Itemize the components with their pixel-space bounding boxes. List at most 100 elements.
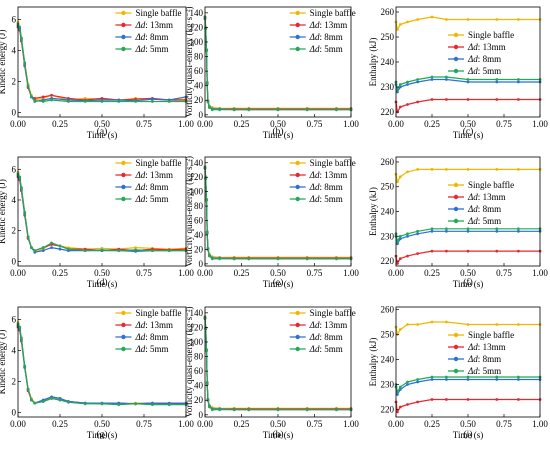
legend-colon: :	[478, 42, 483, 52]
data-point	[495, 378, 499, 381]
data-point	[247, 257, 251, 261]
y-tick-label: 4	[12, 345, 17, 355]
x-tick-label: 0.25	[234, 119, 250, 129]
y-tick-label: 80	[194, 52, 204, 62]
data-point	[517, 227, 520, 231]
y-tick-label: 240	[381, 57, 395, 67]
data-point	[445, 378, 448, 381]
legend-marker-4	[121, 196, 126, 202]
legend-label-3: Δd: 8mm	[467, 354, 501, 364]
data-point	[396, 393, 399, 396]
series-line-4	[17, 173, 186, 252]
data-point	[210, 408, 214, 412]
legend-prefix: Δd	[134, 320, 145, 330]
y-tick-label: 220	[381, 256, 395, 266]
y-tick-label: 80	[194, 352, 204, 362]
data-point	[41, 95, 45, 99]
chart-panel-g: 0.00 0.25 0.50 0.75 1.00 0 2 4 6 Time (s) Kinetic …	[0, 306, 194, 440]
data-point	[495, 323, 499, 326]
legend-prefix: Δd	[467, 66, 478, 76]
data-point	[517, 249, 520, 253]
data-point	[430, 229, 434, 233]
legend-name: Single baffle	[310, 8, 356, 18]
y-axis-label: Vorticity quasi-energy (kg·s⁻²)	[184, 156, 194, 267]
legend-prefix: Δd	[309, 20, 320, 30]
series-line-4	[17, 323, 186, 406]
x-axis-label: Time (s)	[87, 279, 117, 289]
legend-colon: :	[145, 20, 150, 30]
legend-marker-2	[295, 322, 300, 328]
legend-label-2: Δd: 13mm	[309, 20, 348, 30]
data-point	[151, 403, 154, 406]
y-tick-label: 60	[194, 66, 204, 76]
legend-name: 5mm	[150, 344, 169, 354]
x-axis-label: Time (s)	[263, 430, 293, 440]
legend-prefix: Δd	[134, 344, 145, 354]
data-point	[398, 405, 402, 409]
data-point	[406, 232, 409, 236]
x-tick-label: 0.25	[424, 119, 440, 129]
data-point	[232, 257, 236, 261]
data-point	[41, 400, 45, 403]
legend-prefix: Δd	[467, 192, 478, 202]
data-point	[218, 108, 222, 112]
data-point	[466, 323, 470, 326]
x-tick-label: 0.50	[270, 268, 286, 278]
data-point	[466, 249, 470, 253]
data-point	[430, 378, 434, 381]
legend-name: 8mm	[150, 32, 169, 42]
data-point	[430, 249, 434, 253]
legend-name: 5mm	[324, 194, 343, 204]
x-tick-label: 0.00	[10, 119, 26, 129]
legend-colon: :	[145, 320, 150, 330]
data-point	[396, 28, 399, 31]
legend-marker-3	[453, 356, 459, 362]
x-axis-label: Time (s)	[263, 279, 293, 289]
y-tick-label: 6	[12, 14, 17, 24]
x-tick-label: 1.00	[343, 119, 359, 129]
x-axis-label: Time (s)	[87, 130, 117, 140]
y-tick-label: 2	[12, 76, 17, 86]
data-point	[218, 257, 222, 261]
data-point	[41, 249, 45, 253]
data-point	[18, 175, 22, 179]
legend-prefix: Δd	[134, 20, 145, 30]
legend-label-4: Δd: 5mm	[309, 194, 343, 204]
chart-panel-c: 0.00 0.25 0.50 0.75 1.00 220 230 240 250 260 Time …	[368, 6, 548, 140]
x-tick-label: 0.00	[388, 119, 404, 129]
legend-label-1: Single baffle	[468, 330, 514, 340]
x-tick-label: 1.00	[343, 419, 359, 429]
x-tick-label: 0.75	[136, 419, 152, 429]
panel-caption: (b)	[272, 126, 283, 137]
data-point	[305, 408, 309, 412]
data-point	[50, 241, 53, 245]
x-tick-label: 1.00	[532, 119, 548, 129]
data-point	[67, 400, 70, 404]
legend-marker-1	[295, 10, 300, 16]
y-tick-label: 120	[190, 22, 204, 32]
legend-label-3: Δd: 8mm	[467, 54, 501, 64]
data-point	[406, 170, 409, 174]
data-point	[396, 410, 399, 414]
data-point	[232, 108, 236, 112]
legend-name: 13mm	[150, 20, 173, 30]
series-line-1	[204, 166, 351, 258]
y-tick-label: 100	[190, 337, 204, 347]
y-axis-label: Enthalpy (kJ)	[368, 187, 378, 236]
data-point	[445, 375, 448, 379]
data-point	[247, 108, 251, 112]
data-point	[41, 100, 45, 103]
legend-prefix: Δd	[309, 194, 320, 204]
x-tick-label: 0.75	[496, 268, 512, 278]
y-tick-label: 100	[190, 187, 204, 197]
data-point	[416, 18, 419, 21]
y-tick-label: 20	[194, 244, 204, 254]
legend-marker-2	[121, 322, 126, 328]
x-tick-label: 0.50	[94, 268, 110, 278]
legend-prefix: Δd	[134, 194, 145, 204]
legend-marker-2	[295, 172, 300, 178]
x-tick-label: 0.50	[270, 419, 286, 429]
legend-label-1: Single baffle	[468, 180, 514, 190]
y-tick-label: 20	[194, 95, 204, 105]
